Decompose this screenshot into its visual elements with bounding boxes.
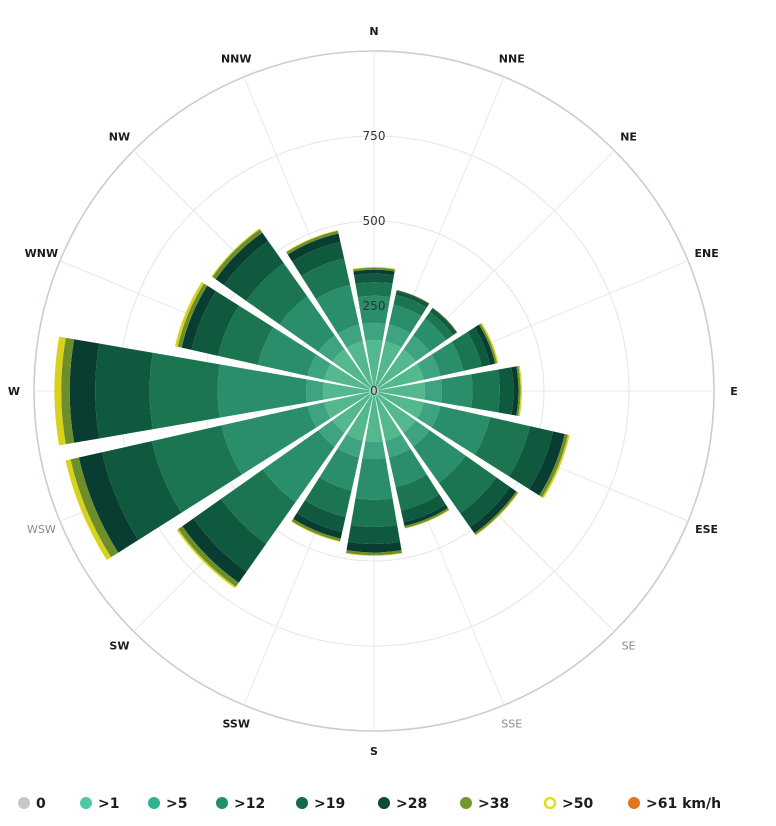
legend-entry: >28	[378, 796, 427, 812]
wedge-segment	[441, 374, 473, 408]
wedge-segment	[355, 282, 392, 297]
legend-swatch	[80, 797, 92, 809]
legend-entry: >61 km/h	[628, 796, 721, 812]
legend-swatch	[378, 797, 390, 809]
direction-label-ssw: SSW	[222, 718, 249, 731]
wedge-segment	[306, 379, 324, 402]
legend-swatch	[18, 797, 30, 809]
legend-label: >38	[478, 796, 509, 812]
legend-label: >19	[314, 796, 345, 812]
direction-label-s: S	[370, 745, 378, 758]
legend-label: >50	[562, 796, 593, 812]
radial-tick-label: 500	[363, 214, 386, 228]
wedge-segment	[424, 379, 442, 402]
direction-label-w: W	[8, 385, 20, 398]
wedge-segment	[362, 441, 385, 459]
direction-label-e: E	[730, 385, 738, 398]
legend-label: >12	[234, 796, 265, 812]
direction-label-wnw: WNW	[25, 247, 58, 260]
radial-tick-label: 0	[370, 384, 378, 398]
direction-label-ene: ENE	[694, 247, 718, 260]
wedge-segment	[498, 367, 513, 414]
legend-entry: >12	[216, 796, 265, 812]
direction-label-wsw: WSW	[27, 523, 56, 536]
legend-label: >28	[396, 796, 427, 812]
legend-swatch	[460, 797, 472, 809]
legend: 0 >1 >5 >12 >19 >28 >38 >50 >61 km/h	[18, 796, 721, 812]
wedge-segment	[355, 458, 392, 500]
direction-label-n: N	[369, 25, 378, 38]
wedge-segment	[150, 353, 220, 429]
radial-tick-label: 250	[363, 299, 386, 313]
legend-label: >5	[166, 796, 187, 812]
wedge-segment	[348, 525, 400, 544]
wedge-segment	[95, 344, 153, 439]
radial-tick-label: 750	[363, 129, 386, 143]
legend-swatch	[296, 797, 308, 809]
direction-label-nne: NNE	[499, 52, 525, 65]
direction-label-ne: NE	[620, 130, 637, 143]
legend-swatch	[628, 797, 640, 809]
legend-entry: >19	[296, 796, 345, 812]
legend-entry: >38	[460, 796, 509, 812]
legend-entry: >5	[148, 796, 187, 812]
direction-label-sw: SW	[109, 640, 129, 653]
direction-label-nnw: NNW	[221, 52, 252, 65]
legend-label: 0	[36, 796, 46, 812]
wedge-segment	[362, 323, 385, 341]
direction-label-ese: ESE	[695, 523, 718, 536]
direction-label-se: SE	[622, 640, 636, 653]
wedge-segment	[70, 339, 100, 443]
legend-swatch	[545, 798, 555, 808]
wedge-segment	[471, 370, 500, 413]
wedge-segment	[351, 498, 397, 527]
legend-entry: >1	[80, 796, 119, 812]
direction-wedges	[54, 228, 569, 588]
legend-entry: 0	[18, 796, 46, 812]
legend-swatch	[216, 797, 228, 809]
legend-label: >61 km/h	[646, 796, 721, 812]
legend-entry: >50	[545, 796, 593, 812]
direction-label-sse: SSE	[501, 718, 522, 731]
legend-label: >1	[98, 796, 119, 812]
legend-swatch	[148, 797, 160, 809]
direction-label-nw: NW	[109, 130, 130, 143]
